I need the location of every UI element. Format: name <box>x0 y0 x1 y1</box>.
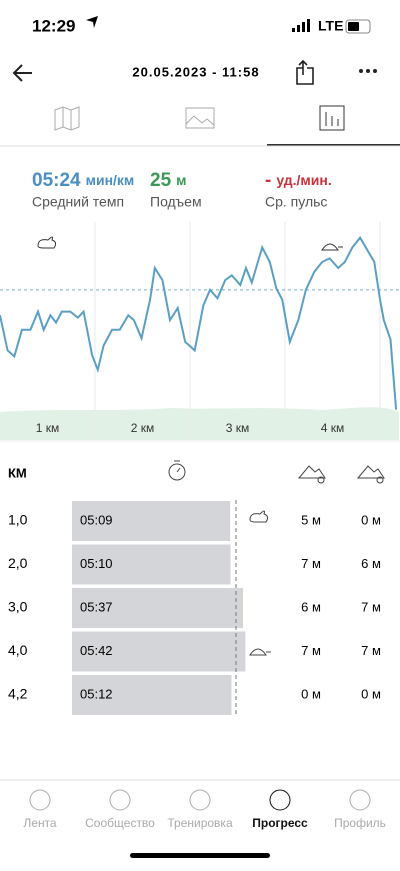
tab-icon[interactable] <box>109 789 131 811</box>
descent-cell: 6 м <box>361 556 381 571</box>
rabbit-icon <box>249 510 269 523</box>
stat-unit: м <box>176 172 186 188</box>
pace-bar <box>72 544 231 585</box>
home-indicator <box>130 853 270 858</box>
km-cell: 2,0 <box>8 555 28 571</box>
stat-unit: мин/км <box>86 172 135 188</box>
tab-label[interactable]: Прогресс <box>252 816 308 830</box>
x-tick-label: 4 км <box>321 421 345 435</box>
stat-number: 25 <box>150 170 172 191</box>
ascent-icon <box>297 465 326 484</box>
x-tick-label: 1 км <box>36 421 60 435</box>
tab-label[interactable]: Сообщество <box>85 816 155 830</box>
turtle-marker <box>321 243 343 251</box>
back-button[interactable] <box>12 64 32 82</box>
pace-cell: 05:10 <box>80 556 113 571</box>
tab-icon[interactable] <box>349 789 371 811</box>
pace-cell: 05:09 <box>80 512 113 527</box>
tab-label[interactable]: Профиль <box>334 816 386 830</box>
pace-bar <box>72 631 246 672</box>
km-cell: 1,0 <box>8 512 28 528</box>
tab-label[interactable]: Лента <box>23 816 57 830</box>
elevation-area <box>0 407 399 440</box>
pace-cell: 05:42 <box>80 643 113 658</box>
ascent-cell: 6 м <box>301 599 321 614</box>
time-icon <box>168 460 186 481</box>
km-cell: 4,2 <box>8 686 28 702</box>
ascent-cell: 7 м <box>301 556 321 571</box>
pace-cell: 05:37 <box>80 599 113 614</box>
table-header: КМ <box>8 465 27 480</box>
km-cell: 3,0 <box>8 599 28 615</box>
ascent-cell: 0 м <box>301 686 321 701</box>
share-button[interactable] <box>296 59 314 85</box>
pace-bar <box>72 588 244 628</box>
pace-line <box>0 235 398 410</box>
stat-value: 05:24 мин/км <box>32 170 134 191</box>
stat-label: Ср. пульс <box>265 194 327 210</box>
stat-number: - <box>265 170 271 191</box>
pace-cell: 05:12 <box>80 686 113 701</box>
battery-level <box>348 22 359 31</box>
tab-underline <box>267 144 400 146</box>
location-icon <box>86 16 98 28</box>
descent-cell: 0 м <box>361 512 381 527</box>
x-tick-label: 2 км <box>131 421 155 435</box>
descent-cell: 0 м <box>361 686 381 701</box>
stat-value: - уд./мин. <box>265 170 332 191</box>
photo-tab[interactable] <box>185 107 215 129</box>
pace-bar <box>72 675 232 715</box>
stat-label: Средний темп <box>32 194 124 210</box>
stat-unit: уд./мин. <box>276 172 331 188</box>
stat-value: 25 м <box>150 170 187 191</box>
tab-label[interactable]: Тренировка <box>167 816 233 830</box>
network: LTE <box>318 18 343 34</box>
signal-icon <box>292 19 310 32</box>
km-cell: 4,0 <box>8 642 28 658</box>
more-button[interactable] <box>359 69 377 73</box>
descent-icon <box>356 465 385 484</box>
pace-bar <box>72 501 231 541</box>
turtle-icon <box>249 648 271 656</box>
header-title: 20.05.2023 - 11:58 <box>132 64 259 79</box>
battery <box>345 19 371 34</box>
chart-tab[interactable] <box>319 105 345 131</box>
descent-cell: 7 м <box>361 599 381 614</box>
clock: 12:29 <box>32 16 75 35</box>
tab-icon[interactable] <box>269 789 291 811</box>
x-tick-label: 3 км <box>226 421 250 435</box>
rabbit-marker <box>37 236 57 249</box>
tab-icon[interactable] <box>189 789 211 811</box>
ascent-cell: 5 м <box>301 512 321 527</box>
stat-label: Подъем <box>150 194 202 210</box>
descent-cell: 7 м <box>361 643 381 658</box>
stat-number: 05:24 <box>32 170 81 191</box>
ascent-cell: 7 м <box>301 643 321 658</box>
tab-icon[interactable] <box>29 789 51 811</box>
map-tab[interactable] <box>54 106 80 131</box>
